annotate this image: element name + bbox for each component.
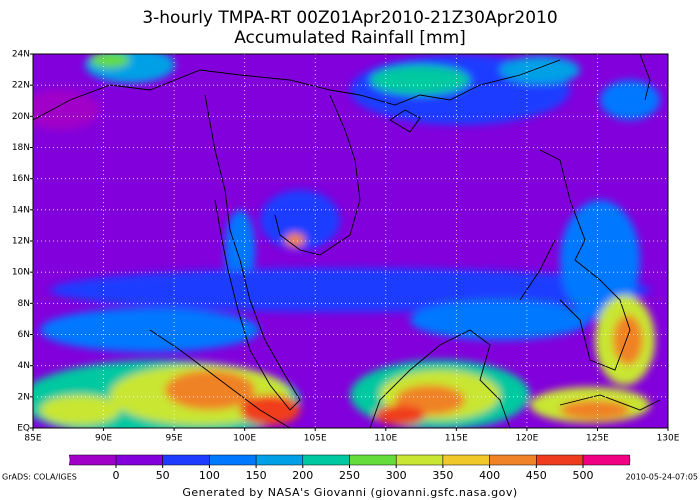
colorbar-label: 200: [292, 469, 313, 482]
colorbar-segment: [489, 454, 537, 466]
lat-label: 2N: [18, 392, 30, 402]
lon-label: 85E: [24, 434, 41, 444]
lon-label: 90E: [95, 434, 112, 444]
lon-label: 95E: [166, 434, 183, 444]
footer-left: GrADS: COLA/IGES: [2, 473, 77, 482]
rain-blobs: [33, 54, 660, 428]
subtitle: Accumulated Rainfall [mm]: [234, 28, 466, 48]
lat-label: 24N: [12, 50, 30, 60]
colorbar-segment: [255, 454, 304, 466]
lon-label: 120E: [515, 434, 538, 444]
colorbar-segment: [536, 454, 584, 466]
lon-label: 125E: [586, 434, 609, 444]
lon-label: 100E: [233, 434, 256, 444]
colorbar-label: 250: [339, 469, 360, 482]
lat-label: EQ: [17, 424, 30, 434]
rainfall-field: [33, 54, 668, 428]
colorbar-segment: [302, 454, 350, 466]
colorbar-segment: [162, 454, 210, 466]
colorbar-label: 150: [246, 469, 267, 482]
colorbar-label: 300: [386, 469, 407, 482]
lon-label: 130E: [657, 434, 680, 444]
lat-label: 8N: [18, 299, 30, 309]
lat-label: 20N: [12, 112, 30, 122]
lat-label: 12N: [12, 237, 30, 247]
lat-label: 16N: [12, 174, 30, 184]
coastlines: [33, 54, 661, 428]
lon-label: 105E: [304, 434, 327, 444]
colorbar-label: 50: [156, 469, 170, 482]
colorbar-segment: [115, 454, 163, 466]
colorbar-label: 450: [526, 469, 547, 482]
colorbar-arrow-low: [69, 454, 117, 466]
lat-label: 10N: [12, 268, 30, 278]
lat-label: 4N: [18, 361, 30, 371]
colorbar-segment: [209, 454, 257, 466]
credit: Generated by NASA's Giovanni (giovanni.g…: [182, 486, 517, 499]
colorbar-label: 100: [199, 469, 220, 482]
colorbar-label: 0: [113, 469, 120, 482]
colorbar-segment: [349, 454, 397, 466]
lat-label: 22N: [12, 81, 30, 91]
colorbar-segment: [442, 454, 490, 466]
lat-label: 14N: [12, 205, 30, 215]
colorbar-arrow-high: [582, 454, 631, 466]
title: 3-hourly TMPA-RT 00Z01Apr2010-21Z30Apr20…: [142, 8, 557, 28]
axes: EQ 2N 4N 6N 8N 10N 12N 14N 16N 18N 20N 22N 24N 85E 90E…: [12, 50, 680, 444]
colorbar-label: 400: [479, 469, 500, 482]
colorbar-label: 350: [432, 469, 453, 482]
colorbar: 0 50 100 150 200 250 300 350 400 450 500: [69, 454, 631, 482]
colorbar-segment: [395, 454, 444, 466]
lon-label: 115E: [445, 434, 468, 444]
lat-label: 18N: [12, 143, 30, 153]
lat-label: 6N: [18, 330, 30, 340]
colorbar-label: 500: [573, 469, 594, 482]
lon-label: 110E: [374, 434, 397, 444]
footer-right: 2010-05-24-07:05: [626, 473, 698, 482]
